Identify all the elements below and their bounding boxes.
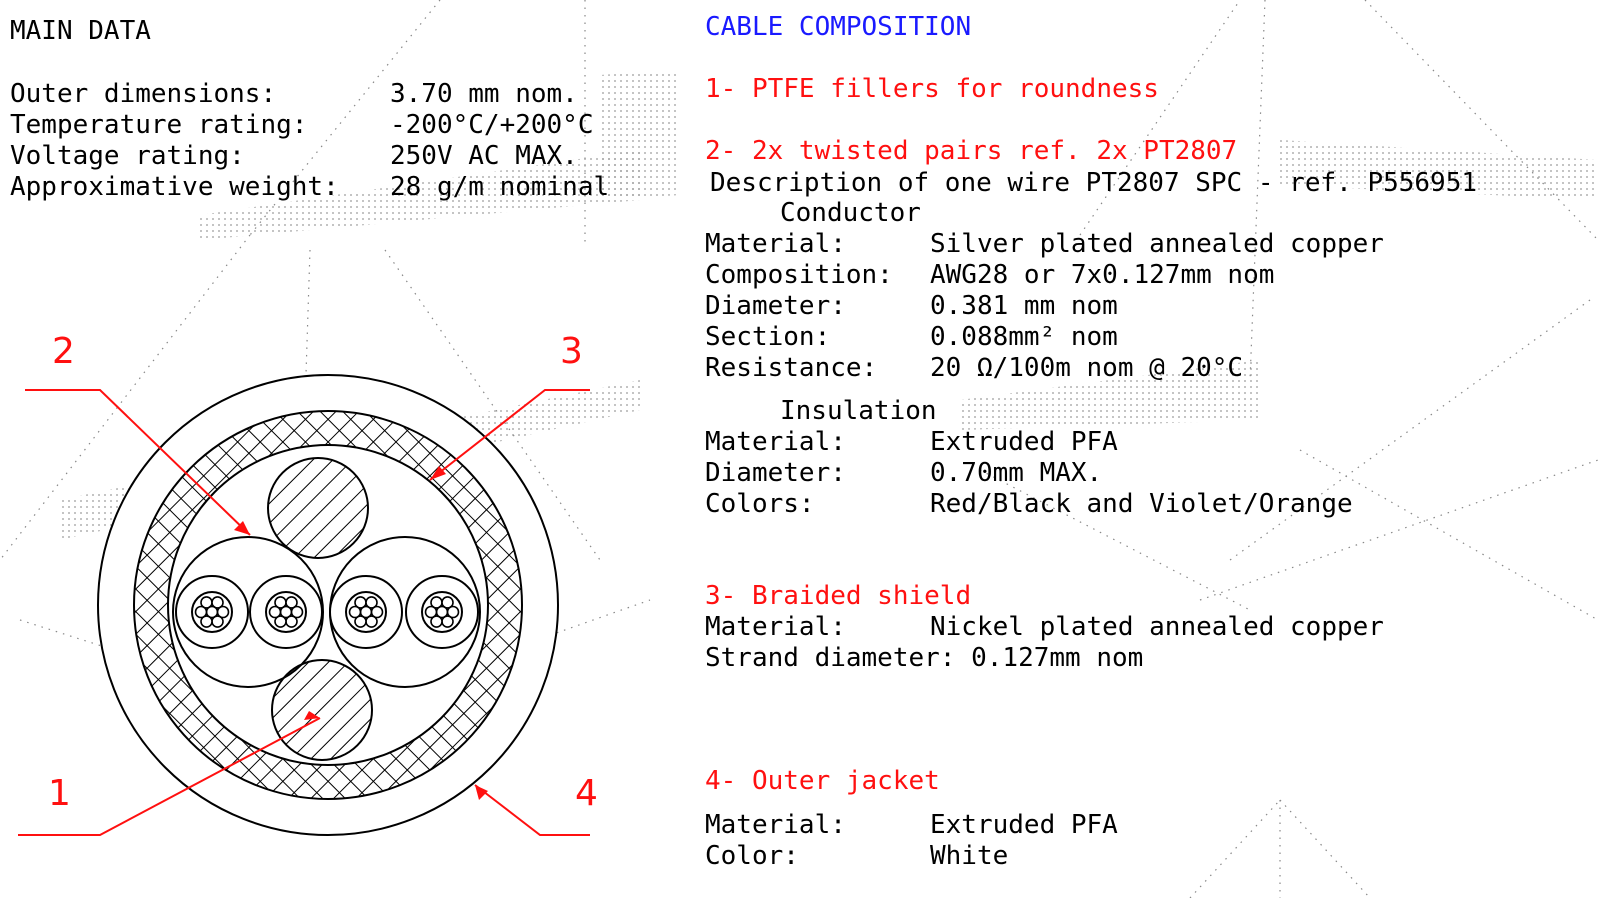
conductor-strand — [200, 615, 213, 628]
item-2-heading: 2- 2x twisted pairs ref. 2x PT2807 — [705, 136, 1238, 166]
wire-description: Description of one wire PT2807 SPC - ref… — [710, 168, 1478, 198]
shield-strand: Strand diameter: 0.127mm nom — [705, 643, 1144, 673]
conductor-strand — [365, 596, 378, 609]
jacket-label: Color: — [705, 841, 799, 871]
conductor-strand — [285, 596, 298, 609]
conductor-strand — [211, 615, 224, 628]
conductor-strand — [354, 615, 367, 628]
conductor-strand — [424, 605, 438, 619]
main-data-title: MAIN DATA — [10, 16, 151, 46]
watermark-left — [30, 520, 70, 594]
main-value: 3.70 mm nom. — [390, 79, 578, 109]
conductor-value: 0.088mm² nom — [930, 322, 1118, 352]
conductor-label: Resistance: — [705, 353, 878, 383]
conductor-strand — [274, 615, 287, 628]
conductor-value: 0.381 mm nom — [930, 291, 1118, 321]
insulation-heading: Insulation — [780, 396, 937, 426]
leader-arrowheads — [234, 466, 488, 800]
main-value: 28 g/m nominal — [390, 172, 610, 202]
item-1-heading: 1- PTFE fillers for roundness — [705, 74, 1159, 104]
conductor-label: Section: — [705, 322, 831, 352]
jacket-value: White — [930, 841, 1009, 871]
conductor-label: Composition: — [705, 260, 893, 290]
main-value: 250V AC MAX. — [390, 141, 578, 171]
conductor-strand — [365, 615, 378, 628]
insulation-value: Extruded PFA — [930, 427, 1118, 457]
main-label: Outer dimensions: — [10, 79, 277, 109]
conductor-value: Silver plated annealed copper — [930, 229, 1384, 259]
callout-2: 2 — [52, 331, 75, 372]
conductor-strand — [268, 605, 282, 619]
conductor-strand — [441, 596, 454, 609]
conductor-strand — [274, 596, 287, 609]
conductor-strand — [354, 596, 367, 609]
insulation-value: 0.70mm MAX. — [930, 458, 1103, 488]
conductor-label: Material: — [705, 229, 846, 259]
conductor-strand — [200, 596, 213, 609]
ptfe-filler-bottom — [271, 659, 373, 761]
conductor-label: Diameter: — [705, 291, 846, 321]
insulation-label: Colors: — [705, 489, 815, 519]
item-3-heading: 3- Braided shield — [705, 581, 972, 611]
conductor-strand — [194, 605, 208, 619]
callout-1: 1 — [48, 773, 71, 814]
conductor-strand — [430, 615, 443, 628]
conductor-strand — [441, 615, 454, 628]
conductor-heading: Conductor — [780, 198, 921, 228]
conductor-strand — [430, 596, 443, 609]
main-label: Voltage rating: — [10, 141, 245, 171]
conductor-strand — [446, 605, 460, 619]
callout-3: 3 — [560, 331, 583, 372]
conductor-value: 20 Ω/100m nom @ 20°C — [930, 353, 1244, 383]
conductor-strand — [348, 605, 362, 619]
insulation-label: Material: — [705, 427, 846, 457]
callout-4: 4 — [575, 773, 598, 814]
main-label: Temperature rating: — [10, 110, 308, 140]
conductor-value: AWG28 or 7x0.127mm nom — [930, 260, 1275, 290]
conductor-strands — [194, 596, 460, 628]
conductor-strand — [370, 605, 384, 619]
shield-inner-boundary — [167, 444, 489, 766]
conductor-strand — [290, 605, 304, 619]
composition-title: CABLE COMPOSITION — [705, 12, 972, 42]
conductor-strand — [216, 605, 230, 619]
jacket-value: Extruded PFA — [930, 810, 1118, 840]
leader-lines — [18, 389, 590, 836]
main-value: -200°C/+200°C — [390, 110, 594, 140]
ptfe-filler-top — [267, 457, 369, 559]
jacket-label: Material: — [705, 810, 846, 840]
main-label: Approximative weight: — [10, 172, 339, 202]
conductor-strand — [285, 615, 298, 628]
insulation-label: Diameter: — [705, 458, 846, 488]
item-4-heading: 4- Outer jacket — [705, 766, 940, 796]
shield-value: Nickel plated annealed copper — [930, 612, 1384, 642]
shield-label: Material: — [705, 612, 846, 642]
conductor-strand — [211, 596, 224, 609]
insulation-value: Red/Black and Violet/Orange — [930, 489, 1353, 519]
